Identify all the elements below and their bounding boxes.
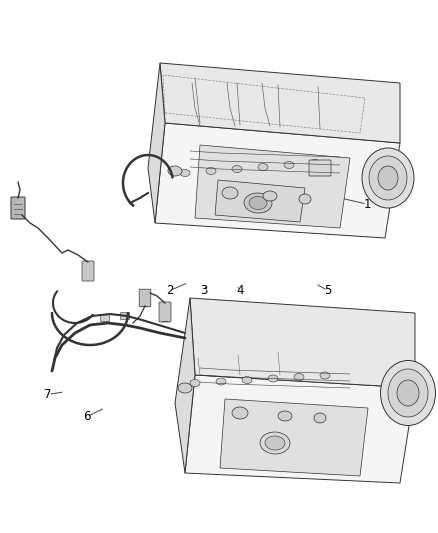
FancyBboxPatch shape <box>100 314 110 321</box>
Polygon shape <box>190 298 415 388</box>
Polygon shape <box>185 375 415 483</box>
Text: 6: 6 <box>83 410 91 423</box>
Ellipse shape <box>381 360 435 425</box>
FancyBboxPatch shape <box>309 160 331 176</box>
Polygon shape <box>148 63 165 223</box>
Text: 2: 2 <box>166 284 174 297</box>
Ellipse shape <box>397 380 419 406</box>
FancyBboxPatch shape <box>11 197 25 219</box>
Ellipse shape <box>263 191 277 201</box>
Ellipse shape <box>242 376 252 384</box>
Ellipse shape <box>232 166 242 173</box>
Ellipse shape <box>190 379 200 386</box>
FancyBboxPatch shape <box>139 289 151 307</box>
Polygon shape <box>160 63 400 143</box>
Ellipse shape <box>320 372 330 379</box>
FancyBboxPatch shape <box>159 302 171 322</box>
Ellipse shape <box>268 375 278 382</box>
Ellipse shape <box>314 413 326 423</box>
Ellipse shape <box>206 167 216 174</box>
Ellipse shape <box>284 161 294 168</box>
Ellipse shape <box>168 166 182 176</box>
Text: 7: 7 <box>44 388 52 401</box>
Ellipse shape <box>222 187 238 199</box>
Ellipse shape <box>216 378 226 385</box>
Polygon shape <box>155 123 400 238</box>
Ellipse shape <box>232 407 248 419</box>
Text: 4: 4 <box>236 284 244 297</box>
Text: 1: 1 <box>363 198 371 211</box>
Ellipse shape <box>369 156 407 200</box>
Ellipse shape <box>388 369 428 417</box>
Ellipse shape <box>180 169 190 176</box>
Ellipse shape <box>294 374 304 381</box>
Text: 3: 3 <box>200 284 207 297</box>
FancyBboxPatch shape <box>120 312 130 319</box>
Ellipse shape <box>310 159 320 166</box>
Ellipse shape <box>378 166 398 190</box>
Ellipse shape <box>244 193 272 213</box>
Ellipse shape <box>299 194 311 204</box>
Polygon shape <box>220 399 368 476</box>
FancyBboxPatch shape <box>82 261 94 281</box>
Ellipse shape <box>258 164 268 171</box>
Polygon shape <box>195 145 350 228</box>
Ellipse shape <box>265 436 285 450</box>
Ellipse shape <box>278 411 292 421</box>
Ellipse shape <box>178 383 192 393</box>
Polygon shape <box>215 180 305 222</box>
Ellipse shape <box>260 432 290 454</box>
Polygon shape <box>175 298 195 473</box>
Ellipse shape <box>249 197 267 209</box>
Text: 5: 5 <box>324 284 331 297</box>
Ellipse shape <box>362 148 414 208</box>
